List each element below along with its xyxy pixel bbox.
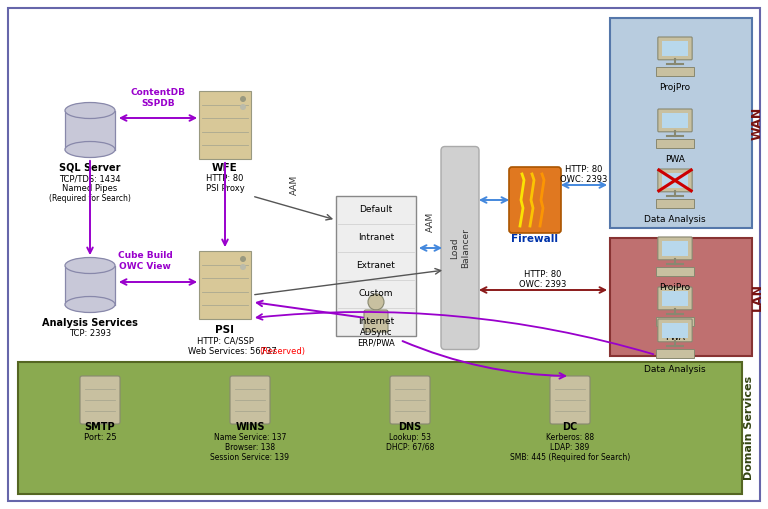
Text: ContentDB: ContentDB bbox=[131, 88, 186, 97]
Bar bbox=[662, 323, 688, 338]
Ellipse shape bbox=[65, 297, 115, 313]
Circle shape bbox=[240, 104, 246, 110]
Text: (Reserved): (Reserved) bbox=[259, 347, 305, 356]
Bar bbox=[336, 196, 416, 336]
Text: SSPDB: SSPDB bbox=[141, 99, 175, 108]
Text: Session Service: 139: Session Service: 139 bbox=[210, 453, 290, 462]
Text: WFE: WFE bbox=[212, 163, 238, 173]
Text: Web Services: 56737: Web Services: 56737 bbox=[188, 347, 280, 356]
FancyBboxPatch shape bbox=[658, 109, 692, 132]
Text: DNS: DNS bbox=[399, 422, 422, 432]
Bar bbox=[656, 199, 694, 208]
Text: ERP/PWA: ERP/PWA bbox=[357, 338, 395, 347]
Text: Domain Services: Domain Services bbox=[744, 376, 754, 480]
FancyBboxPatch shape bbox=[658, 37, 692, 60]
Text: Browser: 138: Browser: 138 bbox=[225, 443, 275, 452]
Text: PSI: PSI bbox=[216, 325, 234, 335]
FancyBboxPatch shape bbox=[364, 310, 388, 332]
Text: Load
Balancer: Load Balancer bbox=[450, 228, 470, 268]
Text: LAN: LAN bbox=[750, 283, 763, 311]
FancyBboxPatch shape bbox=[658, 287, 692, 310]
Text: ProjPro: ProjPro bbox=[660, 83, 690, 92]
Text: HTTP: CA/SSP: HTTP: CA/SSP bbox=[197, 336, 253, 345]
Text: WINS: WINS bbox=[235, 422, 265, 432]
Circle shape bbox=[240, 96, 246, 102]
Bar bbox=[656, 67, 694, 76]
Text: Intranet: Intranet bbox=[358, 234, 394, 242]
Bar bbox=[656, 317, 694, 326]
Text: HTTP: 80: HTTP: 80 bbox=[565, 165, 603, 174]
Bar bbox=[656, 267, 694, 275]
Text: Cube Build: Cube Build bbox=[118, 251, 172, 260]
Text: SMB: 445 (Required for Search): SMB: 445 (Required for Search) bbox=[510, 453, 630, 462]
Text: ADSync: ADSync bbox=[359, 328, 392, 337]
Text: PSI Proxy: PSI Proxy bbox=[206, 184, 244, 193]
Text: Firewall: Firewall bbox=[511, 234, 558, 244]
Bar bbox=[65, 110, 115, 150]
FancyBboxPatch shape bbox=[658, 169, 692, 192]
Text: Port: 25: Port: 25 bbox=[84, 433, 116, 442]
Text: Lookup: 53: Lookup: 53 bbox=[389, 433, 431, 442]
Bar bbox=[18, 362, 742, 494]
Text: SMTP: SMTP bbox=[84, 422, 115, 432]
Bar bbox=[656, 349, 694, 358]
Text: Kerberos: 88: Kerberos: 88 bbox=[546, 433, 594, 442]
Text: DHCP: 67/68: DHCP: 67/68 bbox=[386, 443, 434, 452]
Text: Named Pipes: Named Pipes bbox=[62, 184, 118, 193]
Text: PWA: PWA bbox=[665, 155, 685, 164]
Bar bbox=[656, 139, 694, 148]
Bar bbox=[662, 41, 688, 56]
Text: HTTP: 80: HTTP: 80 bbox=[525, 270, 561, 279]
Text: (Required for Search): (Required for Search) bbox=[49, 194, 131, 203]
Text: OWC: 2393: OWC: 2393 bbox=[519, 280, 567, 289]
Text: Default: Default bbox=[359, 206, 392, 214]
Text: PWA: PWA bbox=[665, 333, 685, 342]
Text: Custom: Custom bbox=[359, 290, 393, 298]
Bar bbox=[662, 291, 688, 306]
FancyBboxPatch shape bbox=[509, 167, 561, 233]
Circle shape bbox=[240, 256, 246, 262]
Text: LDAP: 389: LDAP: 389 bbox=[551, 443, 590, 452]
Text: SQL Server: SQL Server bbox=[59, 163, 121, 173]
Circle shape bbox=[368, 294, 384, 310]
Ellipse shape bbox=[65, 142, 115, 157]
Text: Name Service: 137: Name Service: 137 bbox=[214, 433, 286, 442]
Bar bbox=[199, 91, 251, 159]
FancyBboxPatch shape bbox=[230, 376, 270, 424]
Text: Analysis Services: Analysis Services bbox=[42, 318, 138, 328]
Bar bbox=[610, 238, 752, 356]
Text: Extranet: Extranet bbox=[356, 262, 396, 270]
Text: Data Analysis: Data Analysis bbox=[644, 365, 706, 374]
Text: AAM: AAM bbox=[290, 175, 299, 195]
Circle shape bbox=[240, 264, 246, 270]
FancyBboxPatch shape bbox=[550, 376, 590, 424]
Bar bbox=[662, 113, 688, 128]
Text: AAM: AAM bbox=[425, 212, 435, 232]
Bar bbox=[199, 251, 251, 319]
Ellipse shape bbox=[65, 258, 115, 273]
Ellipse shape bbox=[65, 102, 115, 119]
Bar bbox=[610, 18, 752, 228]
Bar bbox=[662, 173, 688, 188]
Bar bbox=[662, 241, 688, 256]
Text: TCP/TDS: 1434: TCP/TDS: 1434 bbox=[59, 174, 121, 183]
FancyBboxPatch shape bbox=[390, 376, 430, 424]
FancyBboxPatch shape bbox=[658, 237, 692, 260]
Text: ProjPro: ProjPro bbox=[660, 283, 690, 292]
Text: Data Analysis: Data Analysis bbox=[644, 215, 706, 224]
FancyBboxPatch shape bbox=[80, 376, 120, 424]
Text: DC: DC bbox=[562, 422, 578, 432]
Text: Internet: Internet bbox=[358, 318, 394, 326]
FancyBboxPatch shape bbox=[658, 319, 692, 342]
Text: OWC View: OWC View bbox=[119, 262, 171, 271]
Text: WAN: WAN bbox=[750, 106, 763, 139]
Text: TCP: 2393: TCP: 2393 bbox=[69, 329, 111, 338]
Bar bbox=[65, 266, 115, 304]
FancyBboxPatch shape bbox=[441, 147, 479, 350]
Text: HTTP: 80: HTTP: 80 bbox=[207, 174, 243, 183]
Text: OWC: 2393: OWC: 2393 bbox=[561, 175, 607, 184]
